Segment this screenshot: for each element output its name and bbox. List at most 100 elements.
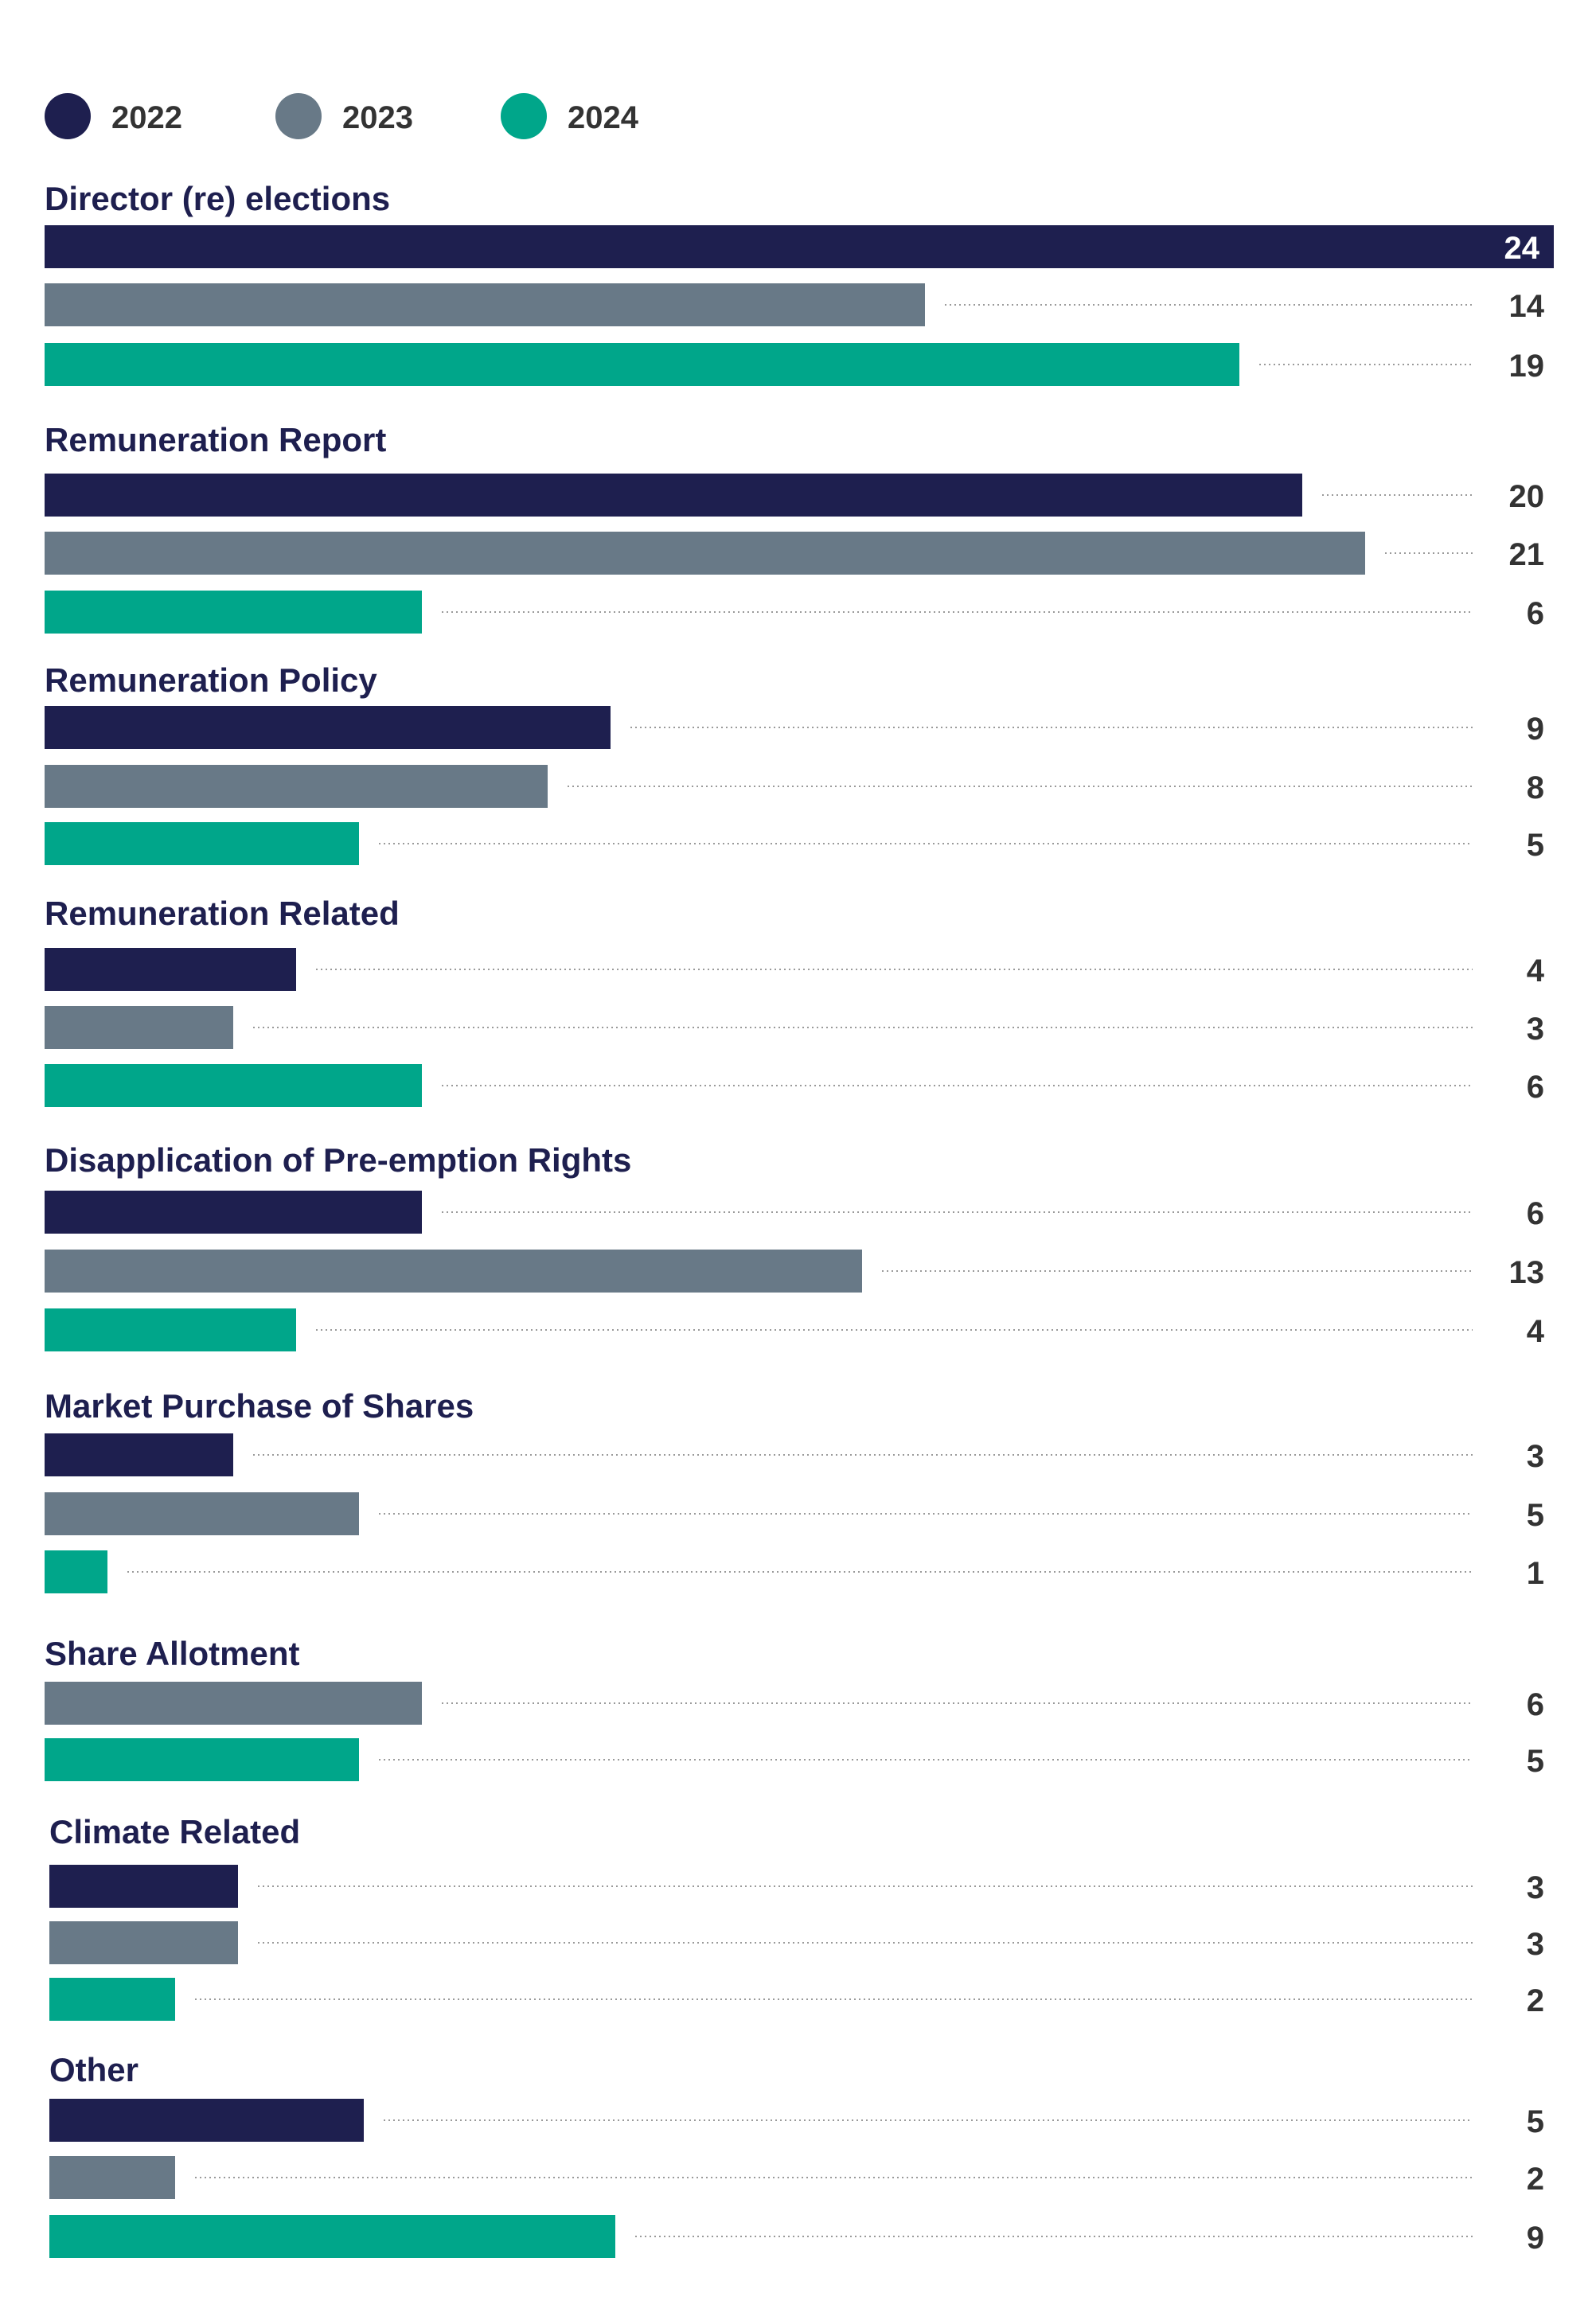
bar-2022: 9 [45, 706, 1544, 749]
bar-2023: 3 [45, 1006, 1544, 1049]
bar-2024: 9 [49, 2215, 1544, 2258]
category-label: Remuneration Report [45, 421, 386, 458]
value-label: 6 [1527, 1196, 1544, 1231]
bar-2023: 6 [45, 1682, 1544, 1725]
bar-rect [45, 591, 422, 634]
bar-2024: 6 [45, 1064, 1544, 1107]
bar-2023: 3 [49, 1921, 1544, 1964]
bar-2024: 6 [45, 591, 1544, 634]
bar-rect [49, 1865, 238, 1908]
value-label: 3 [1527, 1012, 1544, 1047]
bar-2023: 14 [45, 283, 1545, 326]
bar-groups: Director (re) elections241419Remuneratio… [45, 180, 1554, 2258]
bar-rect [45, 1433, 233, 1476]
bar-2024: 4 [45, 1308, 1545, 1351]
bar-2022: 5 [49, 2099, 1544, 2142]
value-label: 13 [1509, 1255, 1545, 1290]
value-label: 6 [1527, 1070, 1544, 1105]
value-label: 4 [1527, 953, 1545, 988]
legend-swatch [501, 93, 547, 139]
bar-rect [45, 1006, 233, 1049]
bar-rect [49, 1978, 175, 2021]
value-label: 6 [1527, 596, 1544, 631]
value-label: 4 [1527, 1314, 1545, 1349]
bar-rect [45, 1738, 359, 1781]
legend-swatch [45, 93, 91, 139]
bar-2022: 4 [45, 948, 1545, 991]
legend-swatch [275, 93, 322, 139]
value-label: 1 [1527, 1556, 1544, 1591]
bar-2022: 6 [45, 1191, 1544, 1234]
bar-rect [45, 1682, 422, 1725]
value-label: 24 [1504, 231, 1540, 266]
bar-rect [49, 1921, 238, 1964]
bar-2022: 20 [45, 474, 1544, 517]
group-share-allotment: Share Allotment 6 5 [45, 1635, 1544, 1781]
group-director-re-elections: Director (re) elections 24 14 19 [45, 180, 1554, 386]
bar-rect [49, 2099, 364, 2142]
bar-2023: 21 [45, 532, 1544, 575]
group-market-purchase-of-shares: Market Purchase of Shares 3 5 1 [45, 1387, 1544, 1593]
bar-2023: 13 [45, 1250, 1544, 1293]
value-label: 19 [1509, 349, 1545, 384]
category-label: Remuneration Policy [45, 661, 377, 699]
category-label: Remuneration Related [45, 895, 400, 932]
bar-2022: 3 [45, 1433, 1544, 1476]
value-label: 20 [1509, 479, 1545, 514]
bar-2023: 5 [45, 1492, 1544, 1535]
value-label: 21 [1509, 537, 1545, 572]
category-label: Share Allotment [45, 1635, 300, 1672]
bar-rect [45, 1550, 107, 1593]
bar-rect [45, 474, 1302, 517]
bar-2024: 1 [45, 1550, 1544, 1593]
bar-rect [45, 948, 296, 991]
bar-2024: 5 [45, 1738, 1544, 1781]
value-label: 2 [1527, 2162, 1544, 2197]
category-label: Climate Related [49, 1813, 300, 1850]
value-label: 3 [1527, 1439, 1544, 1474]
group-other: Other 5 2 9 [49, 2051, 1544, 2258]
bar-2023: 2 [49, 2156, 1544, 2199]
bar-rect [45, 765, 548, 808]
legend-label: 2023 [342, 100, 413, 135]
value-label: 6 [1527, 1687, 1544, 1722]
bar-2024: 19 [45, 343, 1544, 386]
value-label: 9 [1527, 712, 1544, 747]
bar-rect [45, 1492, 359, 1535]
value-label: 3 [1527, 1870, 1544, 1905]
group-climate-related: Climate Related 3 3 2 [49, 1813, 1544, 2021]
bar-rect [45, 283, 925, 326]
bar-2022: 24 [45, 225, 1554, 268]
bar-rect [45, 706, 611, 749]
bar-rect [45, 1250, 862, 1293]
legend-item-2023: 2023 [275, 93, 413, 139]
value-label: 2 [1527, 1983, 1544, 2018]
value-label: 14 [1509, 289, 1545, 324]
bar-rect [45, 822, 359, 865]
bar-2022: 3 [49, 1865, 1544, 1908]
value-label: 9 [1527, 2221, 1544, 2256]
bar-rect [45, 225, 1554, 268]
group-disapplication-of-pre-emption-rights: Disapplication of Pre-emption Rights 6 13 4 [45, 1141, 1545, 1351]
bar-2023: 8 [45, 765, 1544, 808]
bar-rect [45, 343, 1239, 386]
value-label: 5 [1527, 1498, 1544, 1533]
legend-item-2024: 2024 [501, 93, 639, 139]
legend-label: 2024 [568, 100, 639, 135]
bar-rect [49, 2156, 175, 2199]
value-label: 8 [1527, 770, 1544, 805]
legend-label: 2022 [111, 100, 182, 135]
bar-2024: 5 [45, 822, 1544, 865]
bar-2024: 2 [49, 1978, 1544, 2021]
value-label: 5 [1527, 2104, 1544, 2139]
bar-rect [45, 1308, 296, 1351]
bar-rect [45, 1064, 422, 1107]
legend: 2022 2023 2024 [45, 93, 639, 139]
legend-item-2022: 2022 [45, 93, 182, 139]
group-remuneration-policy: Remuneration Policy 9 8 5 [45, 661, 1544, 865]
category-label: Other [49, 2051, 139, 2088]
category-label: Disapplication of Pre-emption Rights [45, 1141, 631, 1179]
category-label: Market Purchase of Shares [45, 1387, 474, 1425]
value-label: 5 [1527, 828, 1544, 863]
